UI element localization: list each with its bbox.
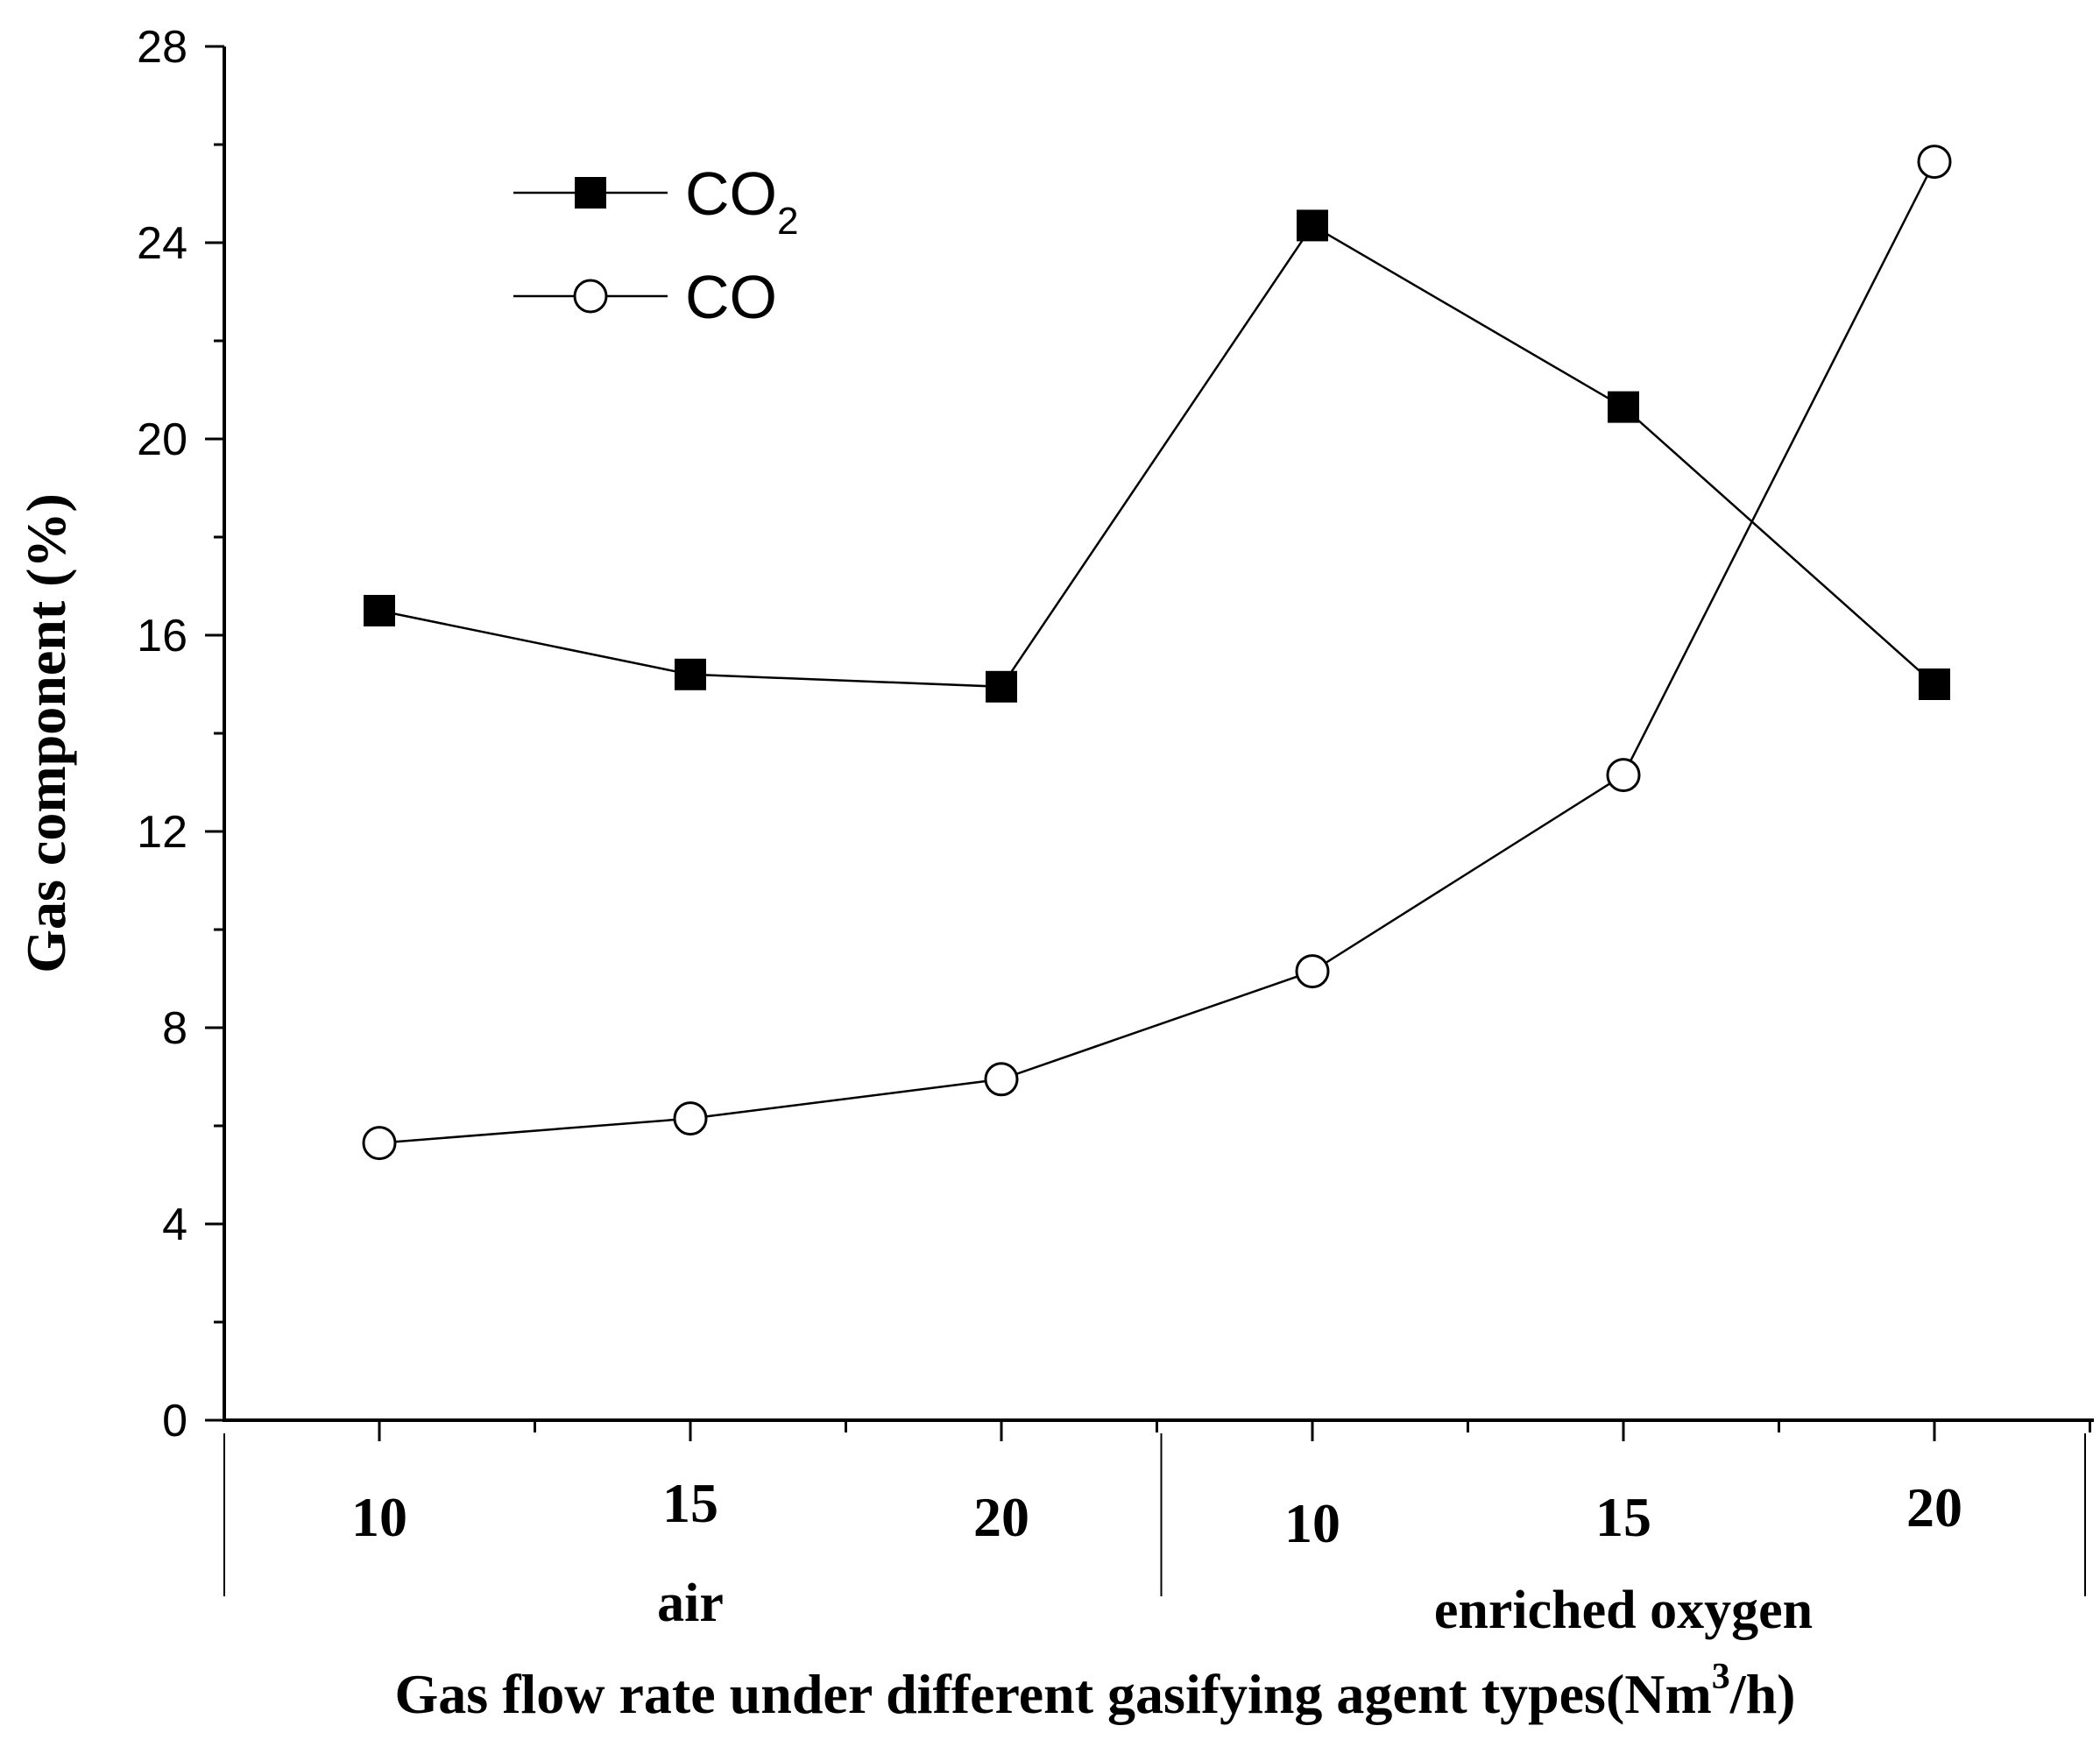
y-axis-title: Gas component (%) <box>15 493 77 973</box>
data-point-CO <box>673 1101 708 1136</box>
legend: CO2 CO <box>513 159 798 331</box>
x-category-label: 15 <box>1595 1486 1651 1548</box>
legend-label: CO <box>685 263 777 331</box>
y-tick-label: 28 <box>137 22 187 73</box>
x-category-label: 15 <box>662 1472 718 1534</box>
axis-labels: 10 15 20 10 15 20 air enriched oxygen Gas flow r… <box>15 493 1962 1725</box>
legend-label: CO2 <box>685 159 798 243</box>
data-point-CO <box>1917 145 1952 180</box>
data-point-CO2 <box>1919 668 1950 700</box>
y-tick-label: 12 <box>137 807 187 858</box>
data-point-CO <box>362 1126 397 1161</box>
x-group-label: enriched oxygen <box>1434 1581 1813 1640</box>
data-point-CO2 <box>986 670 1017 703</box>
x-category-label: 10 <box>1284 1492 1340 1554</box>
data-point-CO <box>984 1062 1019 1097</box>
series-line-CO2 <box>378 223 1935 689</box>
y-tick-label: 0 <box>162 1396 187 1446</box>
data-point-CO2 <box>364 595 395 626</box>
y-tick-label: 16 <box>137 611 187 661</box>
data-point-CO2 <box>1297 209 1328 242</box>
data-point-CO <box>1295 954 1330 989</box>
data-point-CO2 <box>1608 391 1639 423</box>
x-axis-title: Gas flow rate under different gasifying … <box>395 1657 1796 1725</box>
y-tick-label: 8 <box>162 1003 187 1054</box>
data-point-CO <box>1606 758 1641 793</box>
series-line-CO <box>378 161 1936 1144</box>
x-category-label: 20 <box>973 1486 1029 1548</box>
y-tick-label: 24 <box>137 218 187 269</box>
x-category-label: 10 <box>351 1486 407 1548</box>
legend-marker-square <box>575 177 606 209</box>
series-markers <box>362 145 1952 1161</box>
legend-marker-circle <box>573 279 608 314</box>
y-tick-label: 4 <box>162 1199 187 1250</box>
data-point-CO2 <box>675 658 706 690</box>
series-lines <box>378 161 1936 1144</box>
x-group-label: air <box>657 1574 724 1633</box>
axes: 0 4 8 12 16 20 24 28 <box>137 22 2094 1596</box>
x-category-label: 20 <box>1906 1476 1962 1538</box>
y-tick-label: 20 <box>137 414 187 465</box>
